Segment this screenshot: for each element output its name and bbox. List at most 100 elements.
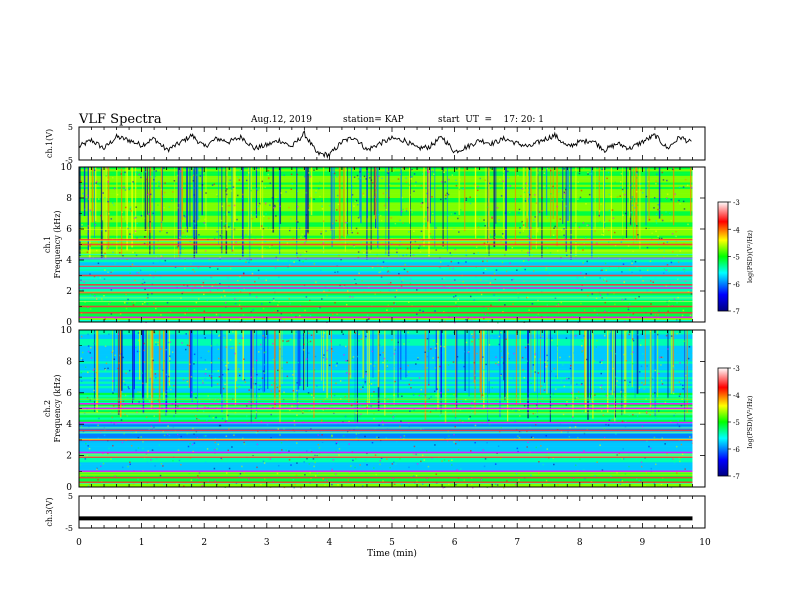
ch2-spectrogram-speckle [434, 444, 436, 446]
ch1-spectrogram-speckle [466, 288, 469, 291]
ch1-spectrogram-streak [486, 167, 488, 252]
ch2-spectrogram-streak [330, 330, 332, 402]
ch1-spectrogram-speckle [465, 319, 467, 321]
ch1-spectrogram-speckle [668, 270, 670, 273]
ch2-spectrogram-speckle [408, 425, 411, 428]
ch2-spectrogram-speckle [310, 428, 312, 430]
ch1-spectrogram-speckle [313, 296, 316, 298]
x-tick-label: 1 [139, 538, 145, 548]
ch2-spectrogram-speckle [224, 392, 227, 395]
ch1-spectrogram-speckle [457, 217, 459, 220]
ch2-spectrogram-streak [504, 330, 506, 401]
ch1-spectrogram-speckle [219, 256, 221, 258]
ch2-spectrogram-speckle [416, 463, 419, 465]
ch1-spectrogram-speckle [182, 232, 185, 234]
ch1-spectrogram-speckle [164, 259, 167, 262]
ch1-spectrogram-speckle [104, 252, 106, 255]
ch1-spectrogram-speckle [234, 302, 237, 305]
ch1-spectrogram-speckle [483, 242, 486, 245]
ch1-spectrogram-streak [106, 167, 108, 241]
ch1-spectrogram-speckle [532, 235, 535, 237]
ch2-spectrogram-speckle [170, 388, 172, 391]
ch1-spectrogram-speckle [613, 231, 616, 234]
ch2-spectrogram-speckle [495, 362, 497, 365]
ch2-spectrogram-ytick-label: 0 [66, 483, 72, 493]
ch2-spectrogram-streak [362, 330, 365, 379]
ch1-spectrogram-speckle [459, 281, 461, 284]
ch1-spectrogram-speckle [153, 302, 155, 305]
ch1-spectrogram-speckle [241, 209, 244, 211]
ch2-spectrogram-speckle [498, 469, 501, 471]
ch1-spectrogram-speckle [690, 290, 692, 292]
ch2-spectrogram-speckle [336, 441, 338, 443]
ch1-spectrogram-speckle [547, 187, 550, 189]
ch2-spectrogram-speckle [612, 367, 614, 370]
ch1-spectrogram-speckle [630, 211, 633, 214]
ch1-spectrogram-speckle [402, 208, 404, 211]
ch2-spectrogram-speckle [565, 378, 568, 380]
ch1-spectrogram-speckle [478, 217, 480, 219]
ch2-spectrogram-speckle [684, 468, 686, 470]
ch1-spectrogram-speckle [216, 268, 219, 270]
ch2-spectrogram-speckle [424, 330, 427, 333]
ch2-spectrogram-speckle [537, 372, 540, 374]
ch2-spectrogram-speckle [303, 461, 305, 463]
ch2-spectrogram-speckle [540, 385, 543, 387]
ch2-spectrogram-speckle [465, 341, 468, 344]
ch1-spectrogram-speckle [580, 189, 583, 192]
ch1-spectrogram-speckle [85, 250, 87, 253]
ch1-spectrogram-speckle [179, 236, 181, 239]
ch1-spectrogram-speckle [251, 242, 253, 244]
ch2-spectrogram-streak [139, 330, 141, 380]
ch1-spectrogram-line [79, 271, 705, 273]
ch1-spectrogram-row [79, 302, 705, 305]
ch2-spectrogram-speckle [352, 459, 354, 462]
ch2-spectrogram-speckle [453, 441, 455, 443]
ch2-spectrogram-speckle [574, 464, 577, 466]
ch2-spectrogram-speckle [80, 335, 83, 338]
ch1-spectrogram-speckle [155, 307, 157, 310]
ch1-spectrogram-speckle [340, 258, 342, 261]
x-tick-label: 10 [699, 538, 711, 548]
ch1-spectrogram-speckle [239, 275, 241, 278]
ch2-spectrogram-speckle [310, 334, 313, 336]
ch2-spectrogram-speckle [218, 376, 221, 378]
ch1-spectrogram-speckle [490, 304, 492, 306]
ch2-spectrogram-speckle [560, 380, 563, 382]
ch2-spectrogram-streak [540, 330, 541, 395]
ch1-spectrogram-speckle [359, 249, 361, 251]
ch1-spectrogram-row [79, 297, 705, 301]
ch2-spectrogram-speckle [526, 430, 528, 433]
ch1-spectrogram-speckle [233, 204, 236, 207]
ch2-spectrogram-speckle [200, 356, 202, 359]
ch1-spectrogram-speckle [260, 225, 263, 227]
ch1-spectrogram-speckle [381, 177, 383, 180]
ch1-spectrogram-speckle [485, 279, 488, 281]
ch2-spectrogram-speckle [198, 477, 200, 480]
ch2-spectrogram-speckle [309, 449, 312, 451]
ch2-spectrogram-speckle [457, 464, 459, 466]
ch1-spectrogram-line [79, 276, 705, 278]
ch2-spectrogram-row [79, 354, 705, 358]
ch2-spectrogram-streak [606, 330, 609, 413]
ch1-spectrogram-speckle [201, 184, 204, 186]
ch2-spectrogram-speckle [342, 333, 344, 335]
ch2-spectrogram-row [79, 381, 705, 385]
ch2-spectrogram-streak [142, 330, 145, 414]
ch1-spectrogram-speckle [677, 261, 680, 263]
ch1-spectrogram-speckle [677, 201, 679, 203]
ch2-spectrogram-speckle [292, 390, 295, 392]
ch2-spectrogram-speckle [448, 459, 450, 462]
ch2-spectrogram-speckle [524, 346, 527, 349]
ch1-spectrogram-speckle [670, 261, 673, 264]
ch2-spectrogram-speckle [451, 464, 453, 466]
ch2-spectrogram-speckle [314, 454, 316, 457]
ch2-spectrogram-speckle [115, 384, 117, 386]
ch2-spectrogram-speckle [358, 340, 360, 342]
ch2-spectrogram-speckle [473, 464, 475, 467]
ch1-spectrogram-speckle [220, 200, 222, 203]
ch2-spectrogram-speckle [367, 392, 370, 395]
ch2-spectrogram-speckle [105, 356, 108, 358]
ch2-spectrogram-speckle [362, 384, 365, 387]
ch2-spectrogram-row [79, 370, 705, 373]
